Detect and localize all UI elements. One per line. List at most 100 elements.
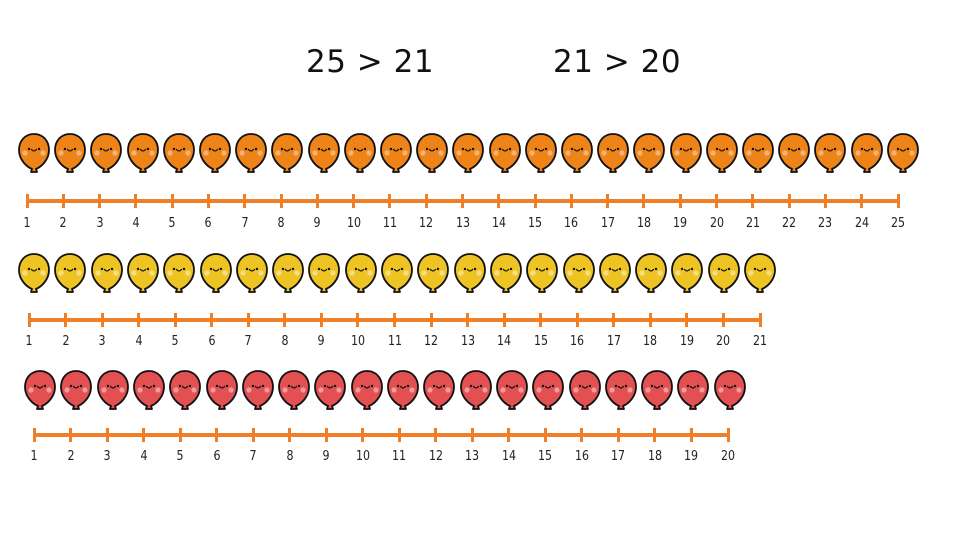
number-line-tick <box>352 194 356 208</box>
balloon-icon <box>568 369 602 415</box>
number-line-label: 19 <box>673 216 688 231</box>
number-line-tick <box>575 313 579 327</box>
number-line-label: 11 <box>387 334 402 349</box>
number-line-tick <box>251 428 255 442</box>
number-line-label: 10 <box>355 449 370 464</box>
number-line-label: 13 <box>465 449 480 464</box>
balloon-icon <box>53 132 87 178</box>
number-line-label: 5 <box>168 216 176 231</box>
number-line-label: 15 <box>528 216 543 231</box>
number-line-label: 8 <box>277 216 285 231</box>
number-line-label: 6 <box>213 449 221 464</box>
balloon-icon <box>380 252 414 298</box>
number-line-label: 11 <box>382 216 397 231</box>
balloon-icon <box>634 252 668 298</box>
balloon-icon <box>17 132 51 178</box>
number-line-tick <box>543 428 547 442</box>
number-line-label: 20 <box>709 216 724 231</box>
number-line-label: 24 <box>854 216 869 231</box>
number-line-tick <box>137 313 141 327</box>
balloon-icon <box>489 252 523 298</box>
balloon-icon <box>813 132 847 178</box>
number-line-tick <box>288 428 292 442</box>
number-line-label: 17 <box>611 449 626 464</box>
number-line-label: 7 <box>241 216 249 231</box>
number-line-label: 20 <box>716 334 731 349</box>
balloon-icon <box>676 369 710 415</box>
number-line-tick <box>434 428 438 442</box>
balloon-icon <box>162 132 196 178</box>
number-line-tick <box>206 194 210 208</box>
number-line-label: 19 <box>679 334 694 349</box>
number-line-tick <box>787 194 791 208</box>
number-line-tick <box>726 428 730 442</box>
balloon-icon <box>53 252 87 298</box>
number-line-tick <box>215 428 219 442</box>
number-line-tick <box>315 194 319 208</box>
balloon-icon <box>415 132 449 178</box>
number-line-tick <box>61 194 65 208</box>
balloon-icon <box>344 252 378 298</box>
number-line-tick <box>606 194 610 208</box>
number-line-label: 8 <box>281 334 289 349</box>
balloon-icon <box>126 252 160 298</box>
balloon-icon <box>59 369 93 415</box>
number-line-label: 18 <box>647 449 662 464</box>
number-line-label: 9 <box>313 216 321 231</box>
number-line-tick <box>397 428 401 442</box>
number-line-label: 12 <box>419 216 434 231</box>
balloon-icon <box>307 132 341 178</box>
number-line-label: 18 <box>643 334 658 349</box>
balloon-icon <box>96 369 130 415</box>
number-line-label: 25 <box>890 216 906 231</box>
balloon-icon <box>379 132 413 178</box>
balloon-icon <box>350 369 384 415</box>
balloon-icon <box>126 132 160 178</box>
number-line-tick <box>388 194 392 208</box>
number-line-label: 13 <box>455 216 470 231</box>
number-line-tick <box>502 313 506 327</box>
balloon-icon <box>640 369 674 415</box>
number-line-tick <box>69 428 73 442</box>
balloon-icon <box>205 369 239 415</box>
number-line-tick <box>721 313 725 327</box>
balloon-icon <box>604 369 638 415</box>
balloon-icon <box>313 369 347 415</box>
number-line-label: 2 <box>66 449 75 464</box>
number-line-tick <box>653 428 657 442</box>
number-line-label: 16 <box>570 334 585 349</box>
number-line-label: 16 <box>564 216 579 231</box>
balloon-icon <box>743 252 777 298</box>
number-line-label: 3 <box>96 216 104 231</box>
number-line-label: 4 <box>132 216 140 231</box>
number-line-tick <box>27 313 31 327</box>
balloon-icon <box>598 252 632 298</box>
number-line-label: 11 <box>392 449 407 464</box>
number-line-tick <box>243 194 247 208</box>
number-line-tick <box>507 428 511 442</box>
number-line-tick <box>823 194 827 208</box>
balloon-icon <box>89 132 123 178</box>
balloon-icon <box>23 369 57 415</box>
number-line-tick <box>324 428 328 442</box>
number-line-label: 4 <box>135 334 143 349</box>
balloon-icon <box>198 132 232 178</box>
number-line-label: 12 <box>424 334 439 349</box>
number-line-tick <box>32 428 36 442</box>
number-line-label: 10 <box>346 216 361 231</box>
number-line-label: 2 <box>62 334 70 349</box>
balloon-icon <box>560 132 594 178</box>
number-line-label: 1 <box>23 216 31 231</box>
number-line-tick <box>429 313 433 327</box>
number-line-tick <box>612 313 616 327</box>
number-line-tick <box>279 194 283 208</box>
balloon-icon <box>307 252 341 298</box>
balloon-icon <box>705 132 739 178</box>
number-line-label: 16 <box>574 449 589 464</box>
number-line-tick <box>470 428 474 442</box>
balloon-icon <box>17 252 51 298</box>
number-line-label: 14 <box>501 449 516 464</box>
number-line-tick <box>758 313 762 327</box>
number-line-label: 3 <box>103 449 111 464</box>
number-line-label: 9 <box>317 334 325 349</box>
